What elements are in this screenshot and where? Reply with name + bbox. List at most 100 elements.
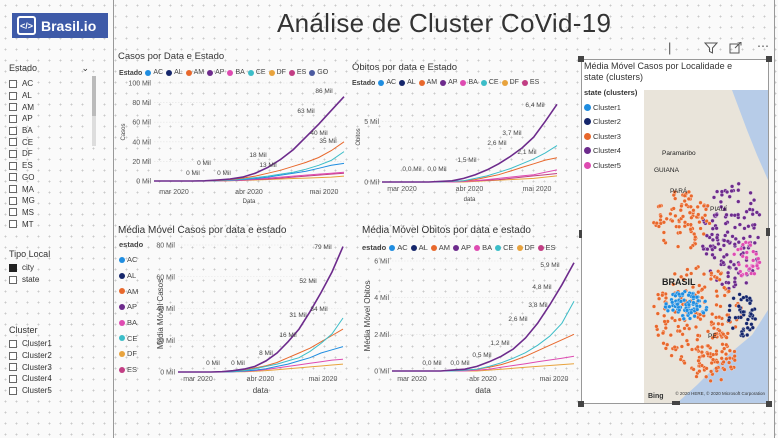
map-point[interactable] xyxy=(701,203,706,208)
legend-item[interactable]: BA xyxy=(119,315,143,331)
map-point[interactable] xyxy=(654,221,659,226)
series-line-ap[interactable] xyxy=(392,262,575,372)
map-point[interactable] xyxy=(689,215,694,220)
map-point[interactable] xyxy=(752,240,757,245)
series-line-ap[interactable] xyxy=(382,103,558,183)
map-point[interactable] xyxy=(694,374,699,379)
legend-item[interactable]: AP xyxy=(119,299,143,315)
map-point[interactable] xyxy=(698,226,703,231)
map-point[interactable] xyxy=(673,196,678,201)
map-point[interactable] xyxy=(712,255,717,260)
map-point[interactable] xyxy=(743,240,748,245)
map-point[interactable] xyxy=(693,324,699,330)
map-point[interactable] xyxy=(698,200,703,205)
map-point[interactable] xyxy=(669,353,674,358)
map-point[interactable] xyxy=(682,360,687,366)
map-point[interactable] xyxy=(711,195,717,200)
map-point[interactable] xyxy=(698,312,703,317)
map-point[interactable] xyxy=(665,308,670,313)
map-point[interactable] xyxy=(746,224,751,229)
info-icon[interactable]: | xyxy=(668,40,672,55)
map-point[interactable] xyxy=(738,246,744,251)
slicer-item-estado[interactable]: CE xyxy=(9,136,89,148)
legend-item[interactable]: BA xyxy=(474,243,492,252)
map-point[interactable] xyxy=(709,320,714,325)
map-point[interactable] xyxy=(700,344,705,350)
map-point[interactable] xyxy=(676,324,681,329)
legend-item[interactable]: ES xyxy=(521,79,539,86)
legend-item[interactable]: AL xyxy=(119,268,143,284)
map-point[interactable] xyxy=(748,243,753,248)
legend-item[interactable]: AL xyxy=(410,243,428,252)
series-line-ap[interactable] xyxy=(154,96,345,182)
map-point[interactable] xyxy=(665,342,670,347)
chart-obitos-por-data[interactable]: Óbitos por data e Estado Estado AC AL AM AP… xyxy=(352,62,577,207)
legend-item[interactable]: AC xyxy=(389,243,408,252)
map-point[interactable] xyxy=(715,294,720,299)
map-point[interactable] xyxy=(709,271,714,276)
map-point[interactable] xyxy=(672,189,677,195)
map-point[interactable] xyxy=(682,193,687,198)
legend-item[interactable]: BA xyxy=(460,79,478,86)
map-point[interactable] xyxy=(701,310,706,315)
map-point[interactable] xyxy=(698,317,703,322)
map-point[interactable] xyxy=(711,352,716,357)
map-point[interactable] xyxy=(684,338,689,343)
line-chart[interactable]: 0 Mil 20 Mil 40 Mil 60 Mil 80 Mil 100 Mil mar … xyxy=(118,77,348,207)
map-point[interactable] xyxy=(716,269,721,274)
map-point[interactable] xyxy=(715,360,720,365)
map-point[interactable] xyxy=(703,299,708,304)
map-point[interactable] xyxy=(715,189,720,194)
map-point[interactable] xyxy=(719,377,724,382)
map-point[interactable] xyxy=(710,237,715,242)
map-point[interactable] xyxy=(656,333,661,338)
map-point[interactable] xyxy=(754,210,759,215)
map-point[interactable] xyxy=(718,199,723,204)
map-point[interactable] xyxy=(756,235,761,240)
map-point[interactable] xyxy=(691,300,696,305)
map-point[interactable] xyxy=(741,309,746,314)
slicer-scrollbar[interactable] xyxy=(92,76,96,146)
chart-media-movel-obitos[interactable]: Média Móvel Obitos por data e estado est… xyxy=(362,225,577,400)
map-point[interactable] xyxy=(721,260,726,265)
map-point[interactable] xyxy=(731,262,737,267)
map-point[interactable] xyxy=(692,314,697,319)
map-point[interactable] xyxy=(686,342,691,347)
map-point[interactable] xyxy=(732,225,738,230)
map-point[interactable] xyxy=(689,347,695,352)
map-point[interactable] xyxy=(708,244,713,249)
legend-item[interactable]: DF xyxy=(516,243,535,252)
resize-handle[interactable] xyxy=(578,56,584,62)
map-point[interactable] xyxy=(724,356,729,361)
map-point[interactable] xyxy=(726,318,731,323)
map-point[interactable] xyxy=(664,301,669,306)
map-point[interactable] xyxy=(681,316,686,321)
legend-item[interactable]: AP xyxy=(440,79,457,86)
map-point[interactable] xyxy=(658,214,663,219)
map-point[interactable] xyxy=(658,217,663,223)
map-point[interactable] xyxy=(696,212,701,217)
map-point[interactable] xyxy=(707,221,712,226)
map-point[interactable] xyxy=(661,230,666,235)
map-point[interactable] xyxy=(720,322,725,327)
map-point[interactable] xyxy=(757,212,762,217)
map-point[interactable] xyxy=(705,247,710,252)
map-point[interactable] xyxy=(747,301,753,306)
map-point[interactable] xyxy=(661,341,666,346)
map-point[interactable] xyxy=(725,312,730,318)
map-point[interactable] xyxy=(750,325,755,330)
map-point[interactable] xyxy=(714,366,719,371)
map-point[interactable] xyxy=(656,224,661,229)
slicer-item-estado[interactable]: ES xyxy=(9,160,89,172)
legend-item[interactable]: AL xyxy=(399,79,416,86)
map-point[interactable] xyxy=(736,181,741,186)
map-point[interactable] xyxy=(732,349,737,354)
map-point[interactable] xyxy=(736,240,741,245)
map-point[interactable] xyxy=(737,292,742,297)
map-point[interactable] xyxy=(704,366,709,371)
map-point[interactable] xyxy=(685,323,690,328)
map-point[interactable] xyxy=(661,238,666,243)
map-point[interactable] xyxy=(718,271,723,276)
map-point[interactable] xyxy=(672,271,677,276)
map-point[interactable] xyxy=(727,194,732,199)
